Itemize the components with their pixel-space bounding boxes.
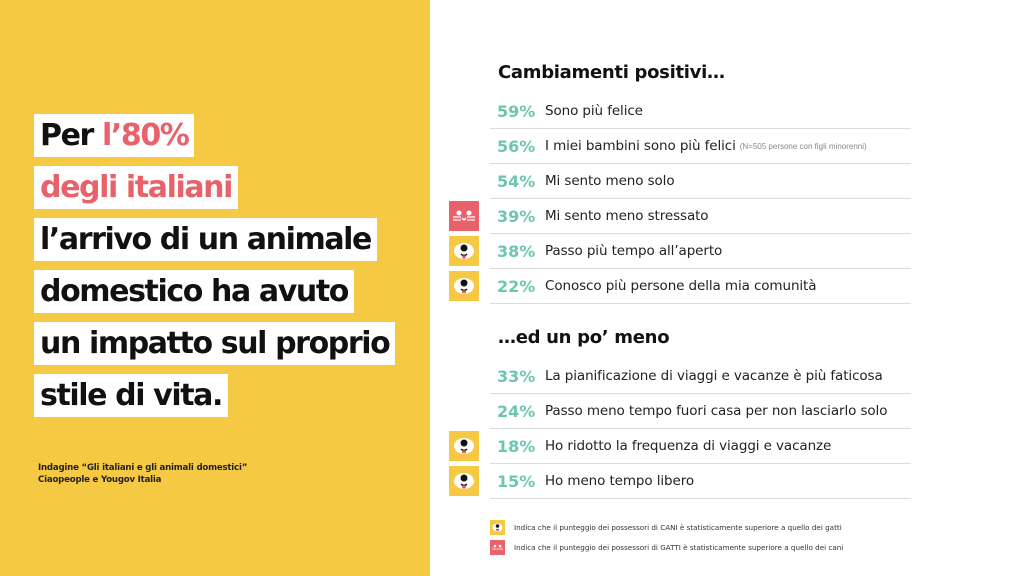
legend-row-dog: Indica che il punteggio dei possessori d…	[490, 517, 843, 537]
headline-line-6: stile di vita.	[34, 374, 228, 417]
percentage: 18%	[497, 436, 536, 456]
percentage: 15%	[497, 471, 536, 491]
source-survey: Indagine “Gli italiani e gli animali dom…	[38, 463, 248, 473]
list-item: 22% Conosco più persone della mia comunit…	[449, 269, 911, 304]
item-label: Ho meno tempo libero	[545, 473, 695, 489]
cat-icon	[449, 201, 479, 231]
headline-line-5: un impatto sul proprio	[34, 322, 396, 365]
item-label: Mi sento meno solo	[545, 173, 675, 189]
source-authors: Ciaopeople e Yougov Italia	[38, 475, 162, 485]
item-label: I miei bambini sono più felici	[545, 138, 736, 154]
source-credit: Indagine “Gli italiani e gli animali dom…	[38, 462, 247, 486]
left-panel: Per l’80% degli italiani l’arrivo di un …	[0, 0, 430, 576]
list-item: 59% Sono più felice	[490, 94, 911, 129]
percentage: 22%	[497, 276, 536, 296]
list-item: 33% La pianificazione di viaggi e vacanze…	[490, 359, 911, 394]
percentage: 24%	[497, 401, 536, 421]
list-item: 18% Ho ridotto la frequenza di viaggi e v…	[449, 429, 911, 464]
list-item: 54% Mi sento meno solo	[490, 164, 911, 199]
list-item: 38% Passo più tempo all’aperto	[449, 234, 911, 269]
headline-line-4: domestico ha avuto	[34, 270, 354, 313]
headline-line-3: l’arrivo di un animale	[34, 218, 377, 261]
legend-row-cat: Indica che il punteggio dei possessori d…	[490, 537, 843, 557]
item-label: La pianificazione di viaggi e vacanze è …	[545, 368, 883, 384]
dog-icon	[449, 466, 479, 496]
percentage: 33%	[497, 366, 536, 386]
dog-icon	[449, 431, 479, 461]
legend: Indica che il punteggio dei possessori d…	[490, 517, 843, 557]
dog-icon	[449, 271, 479, 301]
list-item: 15% Ho meno tempo libero	[449, 464, 911, 499]
item-label: Mi sento meno stressato	[545, 208, 709, 224]
percentage: 54%	[497, 171, 536, 191]
positive-list: 59% Sono più felice 56% I miei bambini sono…	[449, 94, 911, 304]
percentage: 59%	[497, 101, 536, 121]
positive-title: Cambiamenti positivi…	[498, 62, 725, 83]
legend-dog-text: Indica che il punteggio dei possessori d…	[514, 522, 842, 532]
headline: Per l’80% degli italiani l’arrivo di un …	[34, 114, 414, 426]
headline-line-2: degli italiani	[34, 166, 239, 209]
percentage: 56%	[497, 136, 536, 156]
item-label: Ho ridotto la frequenza di viaggi e vaca…	[545, 438, 832, 454]
item-label: Sono più felice	[545, 103, 643, 119]
cat-icon	[490, 539, 505, 555]
item-label: Conosco più persone della mia comunità	[545, 278, 817, 294]
headline-line-1: Per l’80%	[34, 114, 195, 157]
item-label: Passo più tempo all’aperto	[545, 243, 723, 259]
list-item: 39% Mi sento meno stressato	[449, 199, 911, 234]
percentage: 38%	[497, 241, 536, 261]
dog-icon	[490, 519, 505, 535]
headline-prefix: Per	[40, 118, 94, 153]
percentage: 39%	[497, 206, 536, 226]
item-note: (N=505 persone con figli minorenni)	[739, 141, 867, 151]
item-label: Passo meno tempo fuori casa per non lasc…	[545, 403, 888, 419]
list-item: 56% I miei bambini sono più felici (N=505 …	[490, 129, 911, 164]
negative-list: 33% La pianificazione di viaggi e vacanze…	[449, 359, 911, 499]
headline-accent-percent: l’80%	[101, 118, 190, 153]
negative-title: …ed un po’ meno	[498, 327, 670, 348]
dog-icon	[449, 236, 479, 266]
list-item: 24% Passo meno tempo fuori casa per non l…	[490, 394, 911, 429]
legend-cat-text: Indica che il punteggio dei possessori d…	[514, 542, 844, 552]
